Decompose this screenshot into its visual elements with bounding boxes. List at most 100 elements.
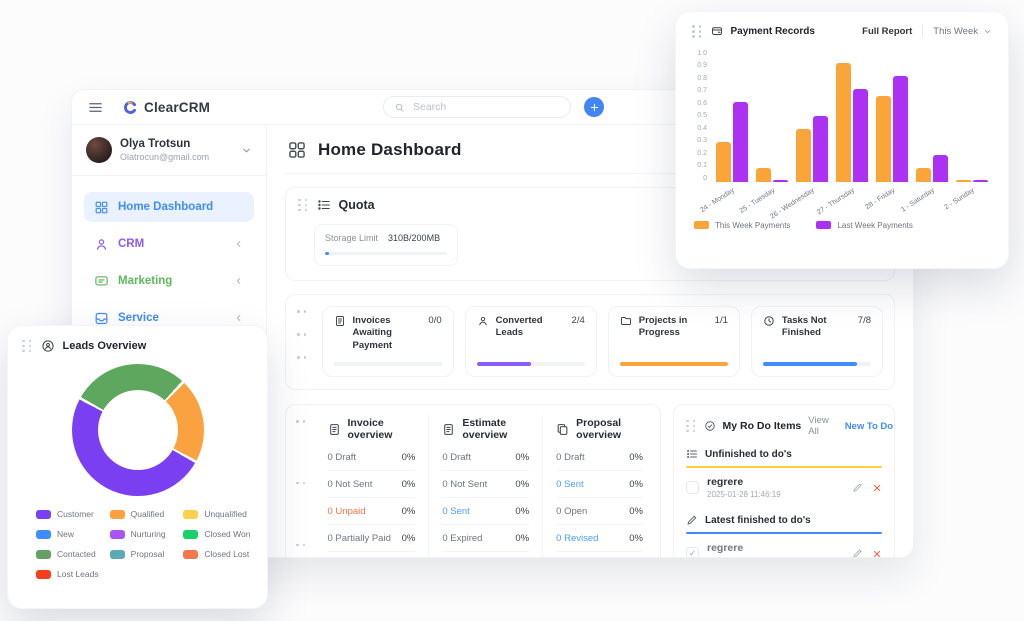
bar-last-week-payments[interactable]: [893, 75, 908, 182]
drag-handle[interactable]: [298, 198, 309, 212]
overview-row: 0 Overdue0%: [328, 552, 416, 557]
bar-last-week-payments[interactable]: [853, 89, 868, 182]
x-axis-label: 26 - Wednesday: [769, 186, 816, 221]
pencil-icon: [686, 514, 698, 526]
bar-this-week-payments[interactable]: [756, 168, 771, 182]
bar-this-week-payments[interactable]: [916, 168, 931, 182]
sidebar-item-crm[interactable]: CRM: [84, 229, 254, 259]
user-email: Olatrocun@gmail.com: [120, 152, 210, 162]
overview-row-value: 0%: [401, 478, 416, 490]
legend-label: Qualified: [130, 509, 165, 519]
leads-legend-item-closed-lost: Closed Lost: [183, 549, 251, 559]
period-dropdown[interactable]: This Week: [933, 26, 992, 37]
x-axis-label: 2 - Sunday: [943, 186, 976, 211]
legend-swatch: [109, 509, 125, 519]
stat-progress-track: [333, 362, 442, 367]
copy-icon: [556, 423, 569, 436]
todo-item-timestamp: 2025-01-28 11:46:19: [707, 490, 781, 500]
drag-handle[interactable]: [297, 310, 308, 377]
legend-label: Unqualified: [204, 509, 247, 519]
chevron-down-icon: [241, 145, 252, 156]
new-todo-link[interactable]: New To Do: [844, 420, 894, 432]
bar-this-week-payments[interactable]: [836, 62, 851, 182]
bar-last-week-payments[interactable]: [733, 102, 748, 182]
todo-checkbox[interactable]: ✓: [686, 547, 699, 557]
chevron-down-icon: [983, 27, 992, 36]
menu-icon[interactable]: [88, 100, 103, 115]
doc-icon: [334, 315, 346, 327]
drag-handle[interactable]: [686, 419, 697, 433]
y-tick-label: 0.6: [697, 99, 707, 107]
sidebar-item-marketing[interactable]: Marketing: [84, 266, 254, 296]
todo-item: regrere 2025-01-28 11:46:19: [686, 468, 882, 503]
bar-last-week-payments[interactable]: [773, 179, 788, 182]
leads-legend-item-unqualified: Unqualified: [183, 509, 251, 519]
bar-last-week-payments[interactable]: [933, 155, 948, 182]
add-button[interactable]: [584, 97, 604, 117]
edit-icon[interactable]: [852, 482, 863, 493]
search-input[interactable]: [411, 100, 560, 114]
bar-last-week-payments[interactable]: [813, 115, 828, 182]
stat-progress-fill: [762, 362, 857, 367]
overview-column-proposal-overview: Proposal overview 0 Draft 0% 0 Sent 0% 0 Open…: [542, 415, 656, 557]
overview-row-value: 0%: [401, 532, 416, 544]
overview-row-value: 0%: [629, 451, 643, 463]
leads-overview-panel: Leads Overview Customer Qualified Unqualif…: [8, 326, 267, 608]
section-accent-line: [686, 466, 882, 469]
sidebar-item-service[interactable]: Service: [84, 303, 254, 333]
full-report-link[interactable]: Full Report: [862, 25, 913, 37]
bar-this-week-payments[interactable]: [956, 179, 971, 182]
user-profile[interactable]: Olya Trotsun Olatrocun@gmail.com: [72, 125, 266, 176]
legend-swatch: [109, 529, 125, 539]
drag-handle[interactable]: [692, 25, 703, 38]
bar-this-week-payments[interactable]: [796, 128, 811, 182]
overview-row-label: 0 Unpaid: [327, 505, 366, 517]
overview-row: 0 Sent 0%: [556, 471, 643, 499]
user-name: Olya Trotsun: [120, 138, 191, 150]
delete-icon[interactable]: [872, 483, 882, 493]
y-tick-label: 0.3: [697, 137, 707, 144]
overview-row: 0 Partially Paid 0%: [327, 525, 416, 553]
overview-row-label: 0 Revised: [556, 532, 599, 544]
stat-card-tasks-not-finished: Tasks Not Finished 7/8: [750, 306, 883, 378]
quota-section: Quota Storage Limit 310B/200MB: [285, 187, 895, 281]
stat-label: Converted Leads: [495, 315, 543, 339]
bar-this-week-payments[interactable]: [876, 95, 891, 182]
bar-this-week-payments[interactable]: [716, 141, 731, 182]
legend-label: Closed Won: [204, 529, 251, 539]
bar-group: [952, 50, 992, 182]
leads-legend-item-nurturing: Nurturing: [109, 529, 178, 539]
x-axis-label: 25 - Tuesday: [738, 186, 776, 215]
search-box[interactable]: [383, 96, 571, 118]
legend-swatch: [109, 549, 125, 559]
drag-handle[interactable]: [22, 339, 33, 353]
y-tick-label: 1.0: [697, 49, 707, 57]
bar-last-week-payments[interactable]: [973, 179, 988, 182]
leads-donut-chart[interactable]: [71, 364, 204, 496]
drag-handle[interactable]: [296, 420, 307, 557]
folder-icon: [620, 315, 632, 327]
todo-checkbox[interactable]: [686, 481, 699, 495]
overviews-section: Invoice overview 0 Draft 0% 0 Not Sent 0% 0 U…: [285, 404, 661, 557]
overview-title: Invoice overview: [347, 417, 393, 442]
overview-column-invoice-overview: Invoice overview 0 Draft 0% 0 Not Sent 0% 0 U…: [315, 415, 429, 557]
overview-row: 0 Expired 0%: [442, 525, 530, 553]
overview-row-label: 0 Draft: [327, 451, 357, 463]
delete-icon[interactable]: [872, 549, 882, 557]
stat-card-invoices-awaiting-payment: Invoices Awaiting Payment 0/0: [321, 306, 454, 378]
chevron-left-icon: [234, 276, 244, 286]
overview-row-label: 0 Not Sent: [442, 478, 488, 490]
stat-progress-fill: [476, 362, 531, 367]
todo-title: My Ro Do Items: [722, 420, 802, 433]
view-all-link[interactable]: View All: [808, 415, 829, 438]
sidebar-item-home-dashboard[interactable]: Home Dashboard: [84, 192, 254, 222]
stats-grid: Invoices Awaiting Payment 0/0 Converted Le…: [321, 306, 883, 378]
y-tick-label: 0.7: [697, 87, 707, 94]
overview-row: 0 Declined0%: [442, 552, 529, 557]
overview-columns: Invoice overview 0 Draft 0% 0 Not Sent 0% 0 U…: [315, 415, 657, 557]
storage-limit-label: Storage Limit: [325, 233, 379, 243]
overview-row-label: 0 Draft: [442, 451, 471, 463]
storage-limit-card: Storage Limit 310B/200MB: [314, 224, 458, 266]
edit-icon[interactable]: [852, 548, 863, 557]
